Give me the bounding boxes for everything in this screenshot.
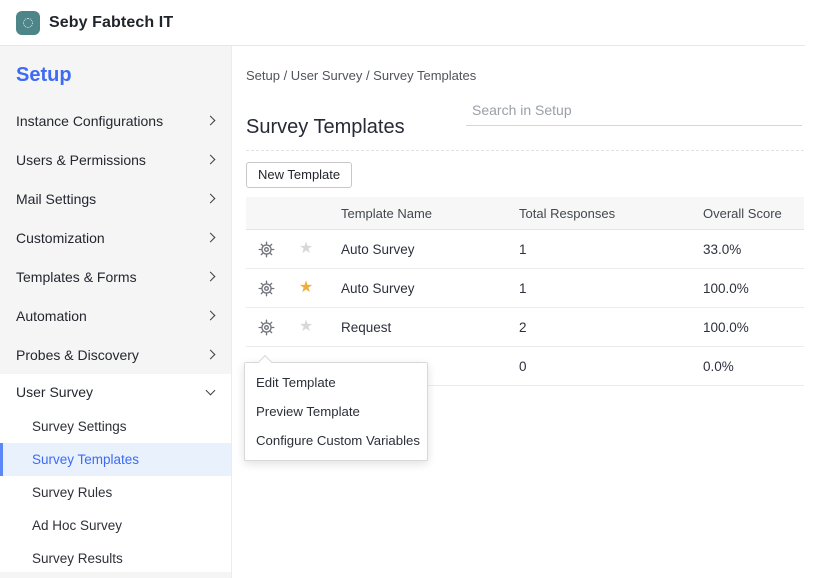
sidebar-item-label: Automation	[16, 307, 87, 324]
template-context-menu: Edit Template Preview Template Configure…	[244, 354, 428, 461]
sidebar-item-label: Templates & Forms	[16, 268, 137, 285]
table-header-row: Template Name Total Responses Overall Sc…	[246, 197, 804, 230]
cell-overall-score: 100.0%	[703, 319, 749, 335]
sidebar-subitem-survey-results[interactable]: Survey Results	[0, 542, 231, 575]
page-title: Survey Templates	[246, 116, 405, 138]
sidebar-subitem-label: Survey Rules	[32, 485, 113, 500]
sidebar-subitem-ad-hoc-survey[interactable]: Ad Hoc Survey	[0, 509, 231, 542]
menu-item-configure-custom-variables[interactable]: Configure Custom Variables	[256, 433, 420, 448]
search-box	[466, 98, 802, 126]
org-name: Seby Fabtech IT	[49, 14, 174, 31]
sidebar-item-probes-discovery[interactable]: Probes & Discovery	[0, 335, 231, 374]
table-row: ★ Auto Survey 1 100.0%	[246, 269, 804, 308]
row-gear-icon[interactable]	[246, 319, 286, 336]
gear-icon	[258, 241, 274, 257]
chevron-right-icon	[205, 193, 216, 204]
sidebar-item-mail-settings[interactable]: Mail Settings	[0, 179, 231, 218]
app-header: Seby Fabtech IT	[0, 0, 840, 46]
sidebar-item-instance-configurations[interactable]: Instance Configurations	[0, 101, 231, 140]
cell-template-name[interactable]: Auto Survey	[341, 280, 415, 296]
cell-template-name[interactable]: Auto Survey	[341, 241, 415, 257]
chevron-right-icon	[205, 232, 216, 243]
sidebar-subitem-survey-settings[interactable]: Survey Settings	[0, 410, 231, 443]
cell-overall-score: 100.0%	[703, 280, 749, 296]
star-icon: ★	[298, 240, 314, 257]
chevron-right-icon	[205, 271, 216, 282]
breadcrumb[interactable]: Setup / User Survey / Survey Templates	[246, 68, 477, 83]
column-header-total-responses: Total Responses	[519, 205, 616, 221]
cell-overall-score: 33.0%	[703, 241, 742, 257]
sidebar-subitem-label: Survey Settings	[32, 419, 127, 434]
table-row: ★ Auto Survey 1 33.0%	[246, 230, 804, 269]
sidebar-item-user-survey[interactable]: User Survey	[0, 374, 231, 410]
chevron-right-icon	[205, 154, 216, 165]
main-content: Setup / User Survey / Survey Templates S…	[232, 46, 840, 578]
cell-overall-score: 0.0%	[703, 358, 734, 374]
cell-total-responses: 1	[519, 280, 527, 296]
sidebar-subitem-label: Survey Templates	[32, 452, 140, 467]
table-row: 0 0.0%	[246, 347, 804, 386]
sidebar-item-templates-forms[interactable]: Templates & Forms	[0, 257, 231, 296]
sidebar-item-label: Users & Permissions	[16, 151, 146, 168]
sidebar-subitem-label: Ad Hoc Survey	[32, 518, 123, 533]
chevron-right-icon	[205, 349, 216, 360]
sidebar-item-label: User Survey	[16, 384, 94, 400]
cell-total-responses: 2	[519, 319, 527, 335]
row-gear-icon[interactable]	[246, 280, 286, 297]
sidebar-item-label: Mail Settings	[16, 190, 97, 207]
star-icon: ★	[298, 279, 314, 296]
column-header-template-name: Template Name	[341, 205, 433, 221]
new-template-button[interactable]: New Template	[246, 162, 353, 188]
gear-icon	[258, 280, 274, 296]
row-favorite-star[interactable]: ★	[286, 280, 326, 296]
sidebar-heading: Setup	[16, 64, 72, 86]
sidebar-next-section-strip	[0, 572, 231, 578]
star-icon: ★	[298, 318, 314, 335]
sidebar-item-label: Instance Configurations	[16, 112, 164, 129]
sidebar-subitem-survey-rules[interactable]: Survey Rules	[0, 476, 231, 509]
sidebar-subitem-label: Survey Results	[32, 551, 123, 566]
sidebar-item-automation[interactable]: Automation	[0, 296, 231, 335]
cell-total-responses: 1	[519, 241, 527, 257]
gear-icon	[258, 319, 274, 335]
sidebar-item-users-permissions[interactable]: Users & Permissions	[0, 140, 231, 179]
cell-total-responses: 0	[519, 358, 527, 374]
setup-sidebar: Setup Instance Configurations Users & Pe…	[0, 46, 232, 578]
sidebar-item-label: Probes & Discovery	[16, 346, 139, 363]
search-input[interactable]	[466, 98, 802, 126]
sidebar-item-customization[interactable]: Customization	[0, 218, 231, 257]
cell-template-name[interactable]: Request	[341, 319, 392, 335]
org-logo-icon	[16, 11, 40, 35]
sidebar-subitem-survey-templates[interactable]: Survey Templates	[0, 443, 231, 476]
sidebar-item-label: Customization	[16, 229, 105, 246]
row-favorite-star[interactable]: ★	[286, 241, 326, 257]
column-header-overall-score: Overall Score	[703, 205, 782, 221]
chevron-right-icon	[205, 115, 216, 126]
row-favorite-star[interactable]: ★	[286, 319, 326, 335]
logo-emblem-icon	[23, 18, 33, 28]
menu-item-edit-template[interactable]: Edit Template	[256, 375, 336, 390]
survey-templates-table: Template Name Total Responses Overall Sc…	[246, 197, 804, 386]
title-separator	[246, 150, 804, 151]
table-row: ★ Request 2 100.0%	[246, 308, 804, 347]
sidebar-top-section: Setup Instance Configurations Users & Pe…	[0, 46, 231, 374]
chevron-right-icon	[205, 310, 216, 321]
row-gear-icon[interactable]	[246, 241, 286, 258]
chevron-down-icon	[205, 385, 216, 396]
menu-item-preview-template[interactable]: Preview Template	[256, 404, 360, 419]
